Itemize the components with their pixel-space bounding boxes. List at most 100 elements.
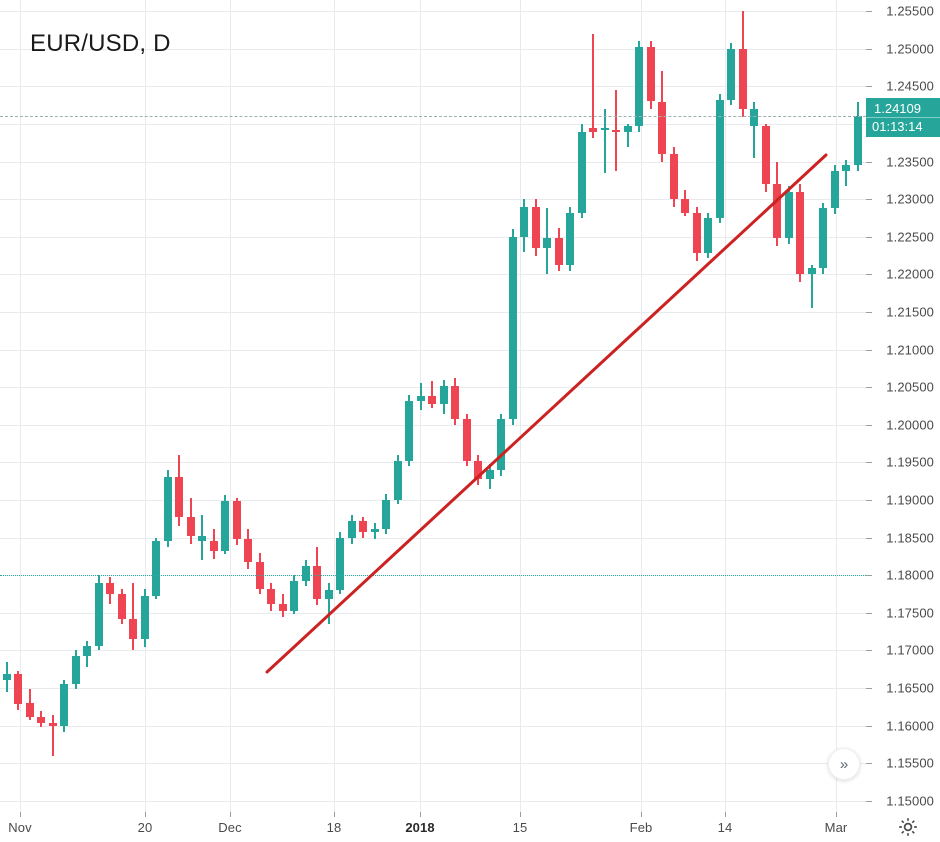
candle-body [187, 516, 195, 537]
candle-body [520, 206, 528, 237]
gridline-horizontal [0, 726, 866, 727]
gridline-horizontal [0, 350, 866, 351]
price-axis[interactable]: 1.255001.250001.245001.240001.235001.230… [866, 0, 940, 812]
candle-wick [52, 715, 54, 756]
candle-body [831, 170, 839, 209]
candle-body [624, 125, 632, 132]
time-axis-label: 15 [512, 820, 528, 835]
candle-body [428, 396, 436, 404]
candle-body [60, 684, 68, 726]
candle-body [543, 238, 551, 249]
candle-wick [753, 101, 755, 158]
candle-body [578, 131, 586, 213]
price-tick-label: 1.22000 [886, 266, 934, 282]
price-tick-mark [866, 538, 872, 539]
candle-body [693, 212, 701, 254]
candle-body [440, 385, 448, 404]
candle-wick [431, 381, 433, 409]
price-tick-label: 1.21000 [886, 342, 934, 358]
candle-body [72, 656, 80, 685]
candle-body [210, 541, 218, 552]
price-tick-mark [866, 274, 872, 275]
candle-body [762, 125, 770, 185]
candle-body [497, 418, 505, 470]
time-axis-label: 18 [326, 820, 342, 835]
price-tick-label: 1.23000 [886, 191, 934, 207]
candle-wick [132, 582, 134, 651]
candle-body [279, 603, 287, 612]
last-price-value: 1.24109 [874, 100, 921, 116]
candle-body [313, 566, 321, 600]
price-tick-mark [866, 237, 872, 238]
gridline-horizontal [0, 425, 866, 426]
time-axis-label: 20 [137, 820, 153, 835]
candle-body [382, 499, 390, 529]
candle-body [244, 539, 252, 562]
candle-body [842, 165, 850, 171]
candle-body [474, 460, 482, 479]
candle-body [302, 566, 310, 582]
price-tick-mark [866, 763, 872, 764]
candle-body [325, 590, 333, 600]
candle-body [819, 208, 827, 269]
candle-body [773, 184, 781, 239]
price-tick-mark [866, 162, 872, 163]
price-tick-mark [866, 86, 872, 87]
candle-body [589, 127, 597, 132]
candle-body [566, 212, 574, 266]
gridline-horizontal [0, 11, 866, 12]
time-tick-mark [420, 812, 421, 817]
price-tick-mark [866, 49, 872, 50]
candle-body [37, 716, 45, 723]
candle-wick [592, 33, 594, 138]
candle-body [486, 469, 494, 479]
time-tick-mark [20, 812, 21, 817]
candle-body [371, 528, 379, 532]
candle-body [141, 596, 149, 640]
price-tick-mark [866, 11, 872, 12]
candle-body [129, 618, 137, 640]
price-tick-mark [866, 801, 872, 802]
bar-countdown: 01:13:14 [866, 116, 940, 135]
last-price-badge[interactable]: 1.24109 01:13:14 [866, 97, 940, 137]
candle-body [83, 645, 91, 657]
candle-body [221, 501, 229, 552]
gridline-horizontal [0, 650, 866, 651]
candle-wick [627, 124, 629, 147]
gridline-horizontal [0, 162, 866, 163]
candle-body [808, 268, 816, 275]
price-tick-label: 1.23500 [886, 154, 934, 170]
candle-body [716, 99, 724, 219]
scroll-to-realtime-button[interactable]: » [828, 748, 860, 780]
chart-plot-area[interactable] [0, 0, 866, 812]
gridline-vertical [520, 0, 521, 812]
candle-wick [845, 160, 847, 186]
price-tick-mark [866, 199, 872, 200]
gridline-horizontal [0, 312, 866, 313]
candle-body [417, 396, 425, 401]
candle-body [451, 385, 459, 419]
price-tick-label: 1.20000 [886, 417, 934, 433]
time-tick-mark [520, 812, 521, 817]
price-tick-label: 1.19000 [886, 492, 934, 508]
price-tick-mark [866, 613, 872, 614]
time-axis-label: Mar [824, 820, 848, 835]
price-tick-mark [866, 650, 872, 651]
gear-icon[interactable] [896, 815, 920, 839]
candle-body [359, 521, 367, 532]
candle-body [739, 48, 747, 109]
gridline-horizontal [0, 387, 866, 388]
time-tick-mark [725, 812, 726, 817]
price-tick-label: 1.19500 [886, 454, 934, 470]
time-axis-label: 2018 [405, 820, 435, 835]
candle-body [796, 191, 804, 275]
candle-body [152, 541, 160, 597]
time-axis[interactable]: Nov 20 Dec 18 2018 15 Feb 14 Mar [0, 812, 940, 842]
time-tick-mark [836, 812, 837, 817]
price-tick-mark [866, 500, 872, 501]
price-tick-mark [866, 387, 872, 388]
candle-body [635, 47, 643, 126]
candle-wick [328, 582, 330, 625]
price-level-line[interactable] [0, 575, 866, 576]
trendline-drawing[interactable] [0, 0, 866, 812]
